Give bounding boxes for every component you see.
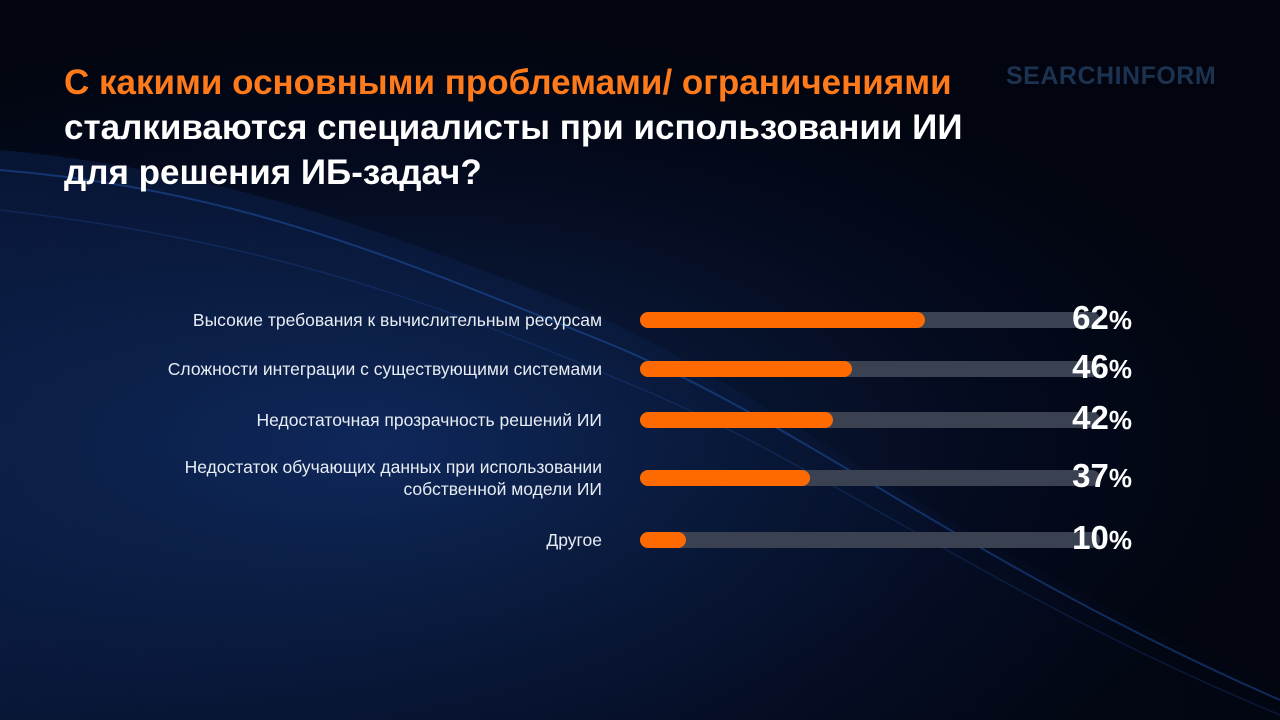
bar-track xyxy=(640,532,1100,548)
bar-track xyxy=(640,361,1100,377)
bar-category-label: Недостаток обучающих данных при использо… xyxy=(184,457,602,499)
bar-category-label: Высокие требования к вычислительным ресу… xyxy=(192,310,602,330)
bar-track xyxy=(640,412,1100,428)
bar xyxy=(640,361,852,377)
bar-category-label: Недостаточная прозрачность решений ИИ xyxy=(256,410,602,430)
bar-value-label: 42% xyxy=(1072,399,1132,436)
bar-category-label: Другое xyxy=(546,530,602,550)
title-rest: сталкиваются специалисты при использован… xyxy=(64,108,963,192)
brand-logo: SEARCHINFORM xyxy=(1006,62,1217,90)
bar-track xyxy=(640,312,1100,328)
bar xyxy=(640,312,926,328)
page-title: С какими основными проблемами/ ограничен… xyxy=(64,60,964,195)
bar-value-label: 37% xyxy=(1072,457,1132,494)
bar-track xyxy=(640,470,1100,486)
bar-value-label: 10% xyxy=(1072,519,1132,556)
bar xyxy=(640,532,686,548)
title-highlight: С какими основными проблемами/ ограничен… xyxy=(64,63,952,102)
bar-value-label: 62% xyxy=(1072,299,1132,336)
bar-category-label: Сложности интеграции с существующими сис… xyxy=(167,359,602,379)
bar-value-label: 46% xyxy=(1072,348,1132,385)
bar xyxy=(640,470,811,486)
bar xyxy=(640,412,834,428)
